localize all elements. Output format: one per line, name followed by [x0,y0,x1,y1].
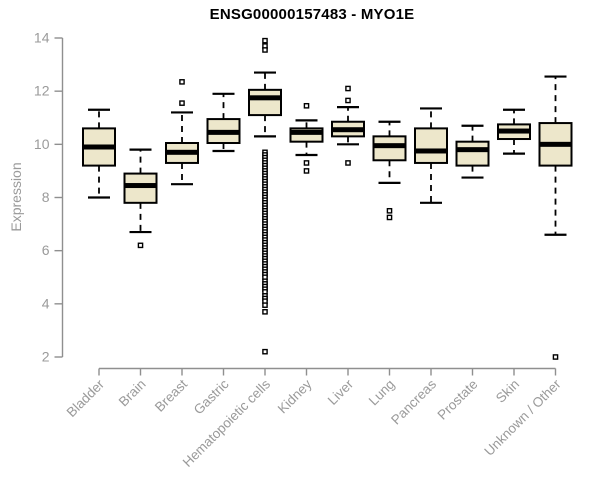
chart-title: ENSG00000157483 - MYO1E [209,6,415,23]
median-line [415,148,447,154]
median-line [83,144,115,150]
box-brain [123,172,158,204]
median-line [332,127,364,133]
outlier-point [262,302,268,308]
x-category-label: Gastric [191,376,232,417]
y-tick-label: 12 [34,83,50,99]
box-hematopoietic-cells [248,88,282,117]
box-lung [372,135,407,162]
x-category-label: Brain [116,377,149,410]
x-category-label: Prostate [434,377,480,423]
median-line [456,147,489,153]
x-category-label: Breast [152,376,190,414]
x-category-label: Lung [366,377,398,409]
outlier-point [137,242,144,249]
outlier-point [262,348,268,355]
y-tick-label: 10 [34,136,50,152]
median-line [207,129,240,135]
outlier-point [345,160,351,166]
outlier-point [345,85,351,92]
outlier-point [345,97,351,104]
y-tick-label: 4 [42,295,50,311]
median-line [290,129,323,135]
median-line [124,183,157,189]
outlier-point [303,168,310,174]
x-category-label: Bladder [64,376,108,420]
outlier-point [262,309,268,315]
median-line [373,143,406,149]
x-category-label: Unknown / Other [481,376,564,459]
outlier-point [303,102,310,109]
outlier-point [179,79,185,85]
y-tick-label: 14 [34,30,50,46]
median-line [166,149,198,155]
outlier-point [179,100,185,106]
outlier-point [303,160,310,166]
median-line [539,141,572,147]
outlier-point [386,214,393,221]
x-category-label: Liver [325,376,357,408]
median-line [498,128,530,134]
x-category-label: Skin [493,377,522,406]
outlier-point [262,47,268,53]
outlier-point [262,37,268,44]
box-pancreas [414,127,448,164]
box-prostate [455,140,490,167]
median-line [249,95,281,101]
y-tick-label: 6 [42,242,50,258]
y-tick-label: 8 [42,189,50,205]
outlier-point [386,207,393,214]
y-tick-label: 2 [42,349,50,365]
outlier-point [552,354,559,360]
x-category-label: Kidney [275,376,315,416]
x-category-label: Pancreas [388,376,439,427]
